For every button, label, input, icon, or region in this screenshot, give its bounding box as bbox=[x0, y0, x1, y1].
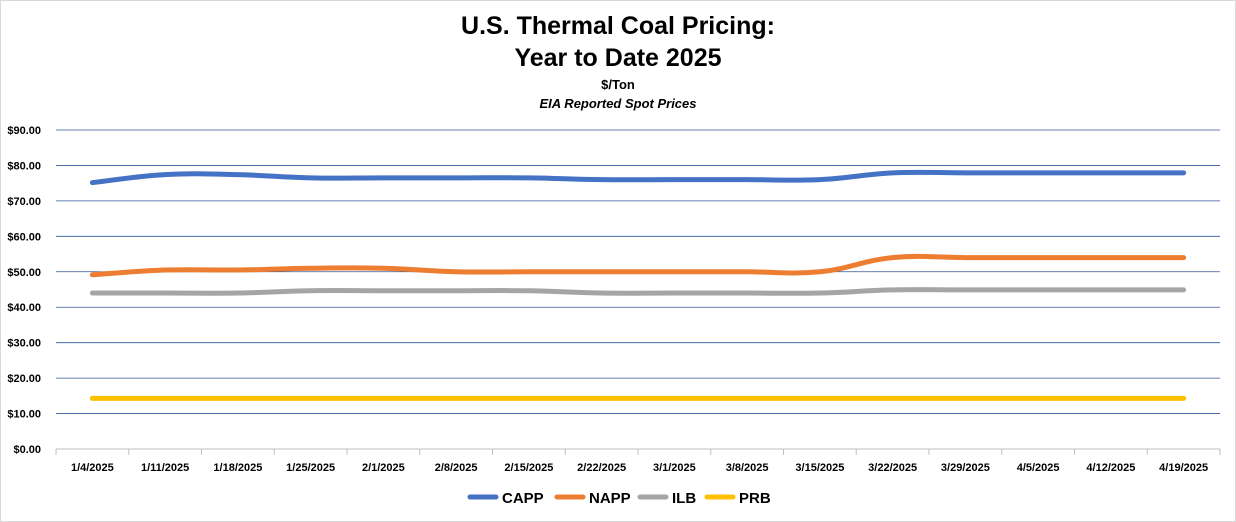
chart-subtitle-source: EIA Reported Spot Prices bbox=[539, 96, 697, 111]
y-tick-label: $0.00 bbox=[13, 444, 41, 456]
y-tick-label: $20.00 bbox=[7, 373, 41, 385]
x-tick-label: 3/15/2025 bbox=[795, 462, 844, 474]
y-tick-label: $60.00 bbox=[7, 231, 41, 243]
y-tick-label: $70.00 bbox=[7, 196, 41, 208]
chart-title: U.S. Thermal Coal Pricing: bbox=[461, 12, 775, 40]
x-tick-label: 3/29/2025 bbox=[941, 462, 990, 474]
series-line-capp bbox=[89, 169, 1187, 186]
y-tick-label: $30.00 bbox=[7, 338, 41, 350]
x-tick-label: 3/1/2025 bbox=[653, 462, 696, 474]
x-tick-label: 4/19/2025 bbox=[1159, 462, 1208, 474]
y-tick-label: $80.00 bbox=[7, 160, 41, 172]
series-line-ilb bbox=[89, 287, 1187, 296]
series-line-napp bbox=[89, 253, 1187, 278]
x-tick-label: 1/25/2025 bbox=[286, 462, 335, 474]
y-tick-label: $10.00 bbox=[7, 409, 41, 421]
gridlines bbox=[56, 129, 1220, 450]
legend-label-capp: CAPP bbox=[502, 490, 544, 507]
y-tick-label: $90.00 bbox=[7, 125, 41, 137]
legend-label-napp: NAPP bbox=[589, 490, 631, 507]
legend: CAPP NAPP ILB PRB bbox=[467, 490, 771, 507]
x-tick-label: 3/22/2025 bbox=[868, 462, 917, 474]
legend-label-prb: PRB bbox=[739, 490, 771, 507]
y-axis-ticks: $0.00 $10.00 $20.00 $30.00 $40.00 $50.00 $60.0… bbox=[7, 125, 41, 456]
x-axis-ticks: 1/4/2025 1/11/2025 1/18/2025 1/25/2025 2/1/2… bbox=[55, 449, 1221, 474]
chart-subtitle-units: $/Ton bbox=[601, 77, 635, 92]
x-tick-label: 3/8/2025 bbox=[726, 462, 769, 474]
series-lines bbox=[89, 169, 1187, 401]
x-tick-label: 1/18/2025 bbox=[213, 462, 262, 474]
x-tick-label: 2/8/2025 bbox=[435, 462, 478, 474]
x-tick-label: 2/1/2025 bbox=[362, 462, 405, 474]
x-tick-label: 4/12/2025 bbox=[1086, 462, 1135, 474]
x-tick-label: 4/5/2025 bbox=[1017, 462, 1060, 474]
legend-label-ilb: ILB bbox=[672, 490, 696, 507]
x-tick-label: 1/11/2025 bbox=[141, 462, 189, 474]
x-tick-label: 1/4/2025 bbox=[71, 462, 114, 474]
x-tick-label: 2/22/2025 bbox=[577, 462, 626, 474]
chart-title-line2: Year to Date 2025 bbox=[514, 44, 722, 72]
x-tick-label: 2/15/2025 bbox=[504, 462, 553, 474]
y-tick-label: $50.00 bbox=[7, 267, 41, 279]
y-tick-label: $40.00 bbox=[7, 302, 41, 314]
